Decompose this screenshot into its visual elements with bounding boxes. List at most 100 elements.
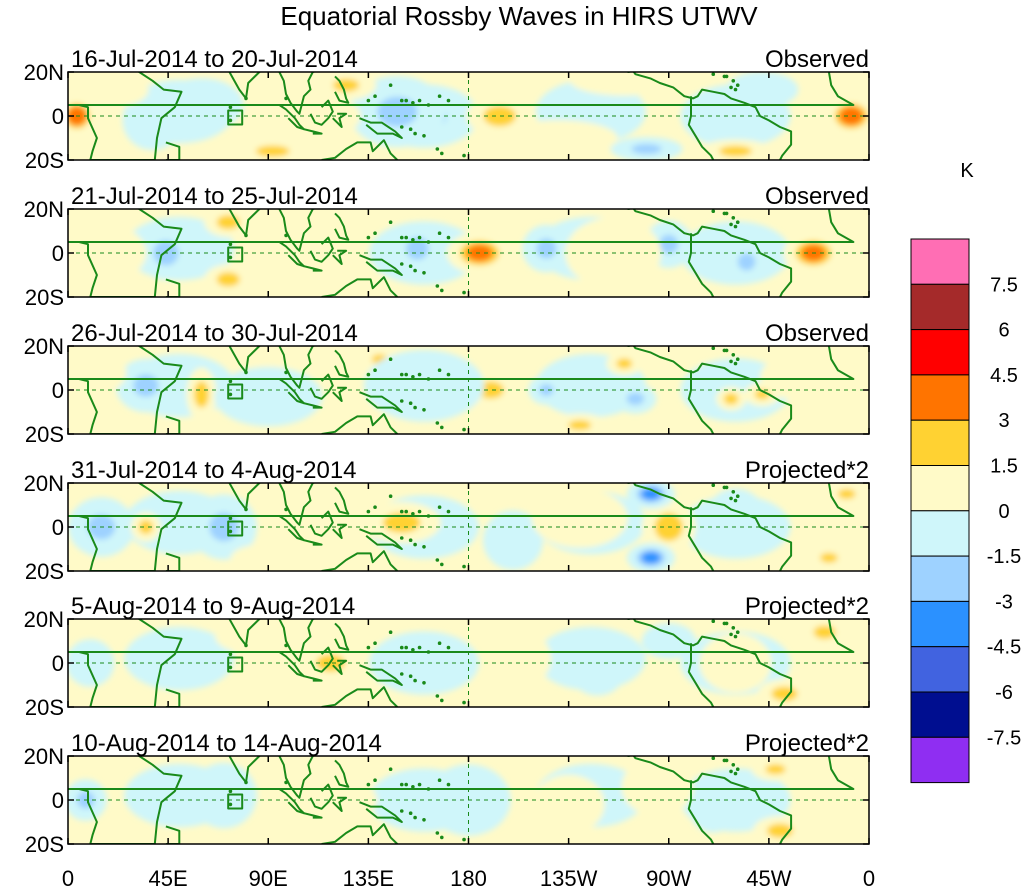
colorbar-swatch <box>910 419 970 467</box>
island <box>417 98 422 103</box>
coastline <box>359 801 403 823</box>
anomaly-blob <box>570 72 679 96</box>
lon-label: 135W <box>540 866 598 890</box>
coastline <box>359 117 403 139</box>
colorbar-tick-label: -6 <box>995 682 1013 704</box>
panel: 20N 0 20S 5-Aug-2014 to 9-Aug-2014 Projected… <box>24 593 870 720</box>
lon-label: 90E <box>249 866 288 890</box>
island <box>411 648 415 652</box>
lat-label: 20S <box>25 832 64 857</box>
island <box>373 641 377 645</box>
colorbar-swatch <box>910 465 970 512</box>
colorbar-tick-label: 0 <box>998 501 1009 523</box>
island <box>729 496 733 501</box>
island <box>404 98 409 103</box>
colorbar-tick-label: 1.5 <box>990 456 1018 478</box>
anomaly-blob <box>255 145 290 157</box>
panel-date-range: 31-Jul-2014 to 4-Aug-2014 <box>71 457 357 484</box>
island <box>284 96 288 101</box>
anomaly-blob <box>723 393 739 405</box>
island <box>417 235 422 240</box>
lat-label: 0 <box>52 241 64 266</box>
island <box>722 348 727 353</box>
island <box>462 837 466 842</box>
island <box>373 94 377 98</box>
island <box>408 674 413 678</box>
coastline <box>321 550 399 571</box>
island <box>733 498 738 503</box>
colorbar-swatch <box>910 283 970 331</box>
island <box>440 562 444 567</box>
anomaly-blob <box>68 348 127 397</box>
coastline <box>632 756 793 844</box>
island <box>284 643 288 648</box>
anomaly-blob <box>68 223 147 283</box>
island <box>462 290 466 295</box>
panel-type-label: Projected*2 <box>745 730 869 757</box>
anomaly-blob <box>568 420 592 431</box>
coastline <box>278 788 305 815</box>
island <box>426 240 431 244</box>
island <box>399 98 404 103</box>
coastline <box>303 402 323 409</box>
anomaly-blob <box>477 381 504 399</box>
region-box <box>227 246 244 263</box>
anomaly-blob <box>406 237 429 260</box>
island <box>399 536 404 540</box>
island <box>440 835 444 840</box>
island <box>413 542 417 547</box>
coastline <box>278 756 317 799</box>
colorbar-swatch <box>910 555 970 602</box>
colorbar-tick-label: 6 <box>998 320 1009 342</box>
island <box>228 516 233 520</box>
lon-label: 135E <box>343 866 394 890</box>
island <box>411 512 415 516</box>
island <box>735 220 740 224</box>
coastline <box>228 209 262 237</box>
anomaly-blob <box>214 366 323 427</box>
island <box>413 405 417 410</box>
island <box>411 101 415 105</box>
anomaly-blob <box>216 272 240 287</box>
lat-label: 0 <box>52 788 64 813</box>
island <box>366 372 371 377</box>
panels: 20N 0 20S 16-Jul-2014 to 20-Jul-2014 Observe… <box>24 46 870 857</box>
island <box>404 235 409 240</box>
lat-label: 20S <box>25 559 64 584</box>
island <box>426 787 431 791</box>
island <box>417 645 422 650</box>
coastline <box>321 276 399 297</box>
island <box>722 74 727 79</box>
island <box>366 782 371 787</box>
panel-date-range: 16-Jul-2014 to 20-Jul-2014 <box>71 46 358 73</box>
anomaly-blob <box>377 96 418 127</box>
island <box>413 268 417 273</box>
anomaly-blob <box>765 764 786 775</box>
coastline <box>334 212 350 241</box>
panel-type-label: Observed <box>765 320 869 347</box>
island <box>388 220 393 224</box>
island <box>711 619 716 623</box>
region-box <box>227 793 244 810</box>
anomaly-blob <box>539 384 554 396</box>
island <box>435 147 440 151</box>
island <box>422 681 426 685</box>
island <box>284 780 288 785</box>
island <box>399 399 404 403</box>
coastline <box>68 346 855 434</box>
island <box>731 353 736 357</box>
coastline <box>334 622 350 651</box>
coastline <box>321 823 399 844</box>
island <box>722 485 727 490</box>
lat-label: 0 <box>52 651 64 676</box>
coastline <box>309 646 334 673</box>
colorbar-swatch <box>910 329 970 376</box>
island <box>698 68 702 72</box>
island <box>228 802 233 807</box>
coastline <box>68 209 855 297</box>
panel: 20N 0 20S 21-Jul-2014 to 25-Jul-2014 Observe… <box>24 183 870 310</box>
island <box>462 427 466 432</box>
coastline <box>309 236 334 263</box>
anomaly-blob <box>737 253 756 271</box>
coastline <box>303 128 323 135</box>
